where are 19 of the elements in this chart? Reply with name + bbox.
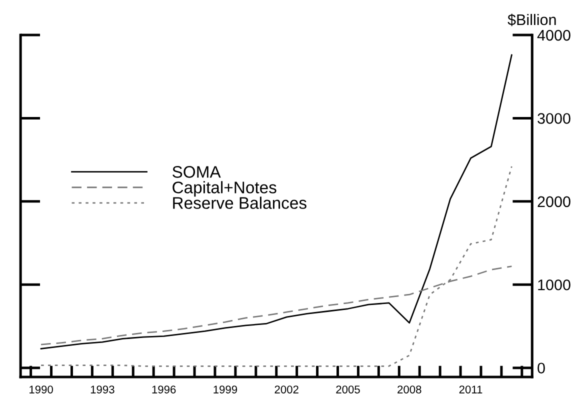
line-series (40, 54, 512, 350)
line-series (40, 166, 512, 367)
x-tick-label: 2005 (336, 386, 360, 394)
x-tick-label: 1990 (30, 386, 53, 394)
x-tick-label: 2011 (459, 386, 482, 394)
y-tick-label: 0 (538, 362, 545, 374)
y-axis-title: $Billion (508, 14, 556, 26)
y-tick-label: 3000 (538, 113, 570, 124)
x-tick-label: 2008 (398, 386, 422, 394)
legend-label: Reserve Balances (173, 196, 306, 209)
x-tick-label: 1999 (214, 386, 238, 394)
y-tick-label: 2000 (538, 196, 570, 208)
legend-label: SOMA (172, 166, 221, 178)
legend-label: Capital+Notes (172, 181, 276, 197)
x-tick-label: 1996 (152, 386, 176, 394)
y-tick-label: 1000 (538, 279, 570, 290)
x-tick-label: 2002 (274, 386, 298, 394)
x-tick-label: 1993 (90, 386, 114, 394)
y-tick-label: 4000 (537, 30, 570, 41)
